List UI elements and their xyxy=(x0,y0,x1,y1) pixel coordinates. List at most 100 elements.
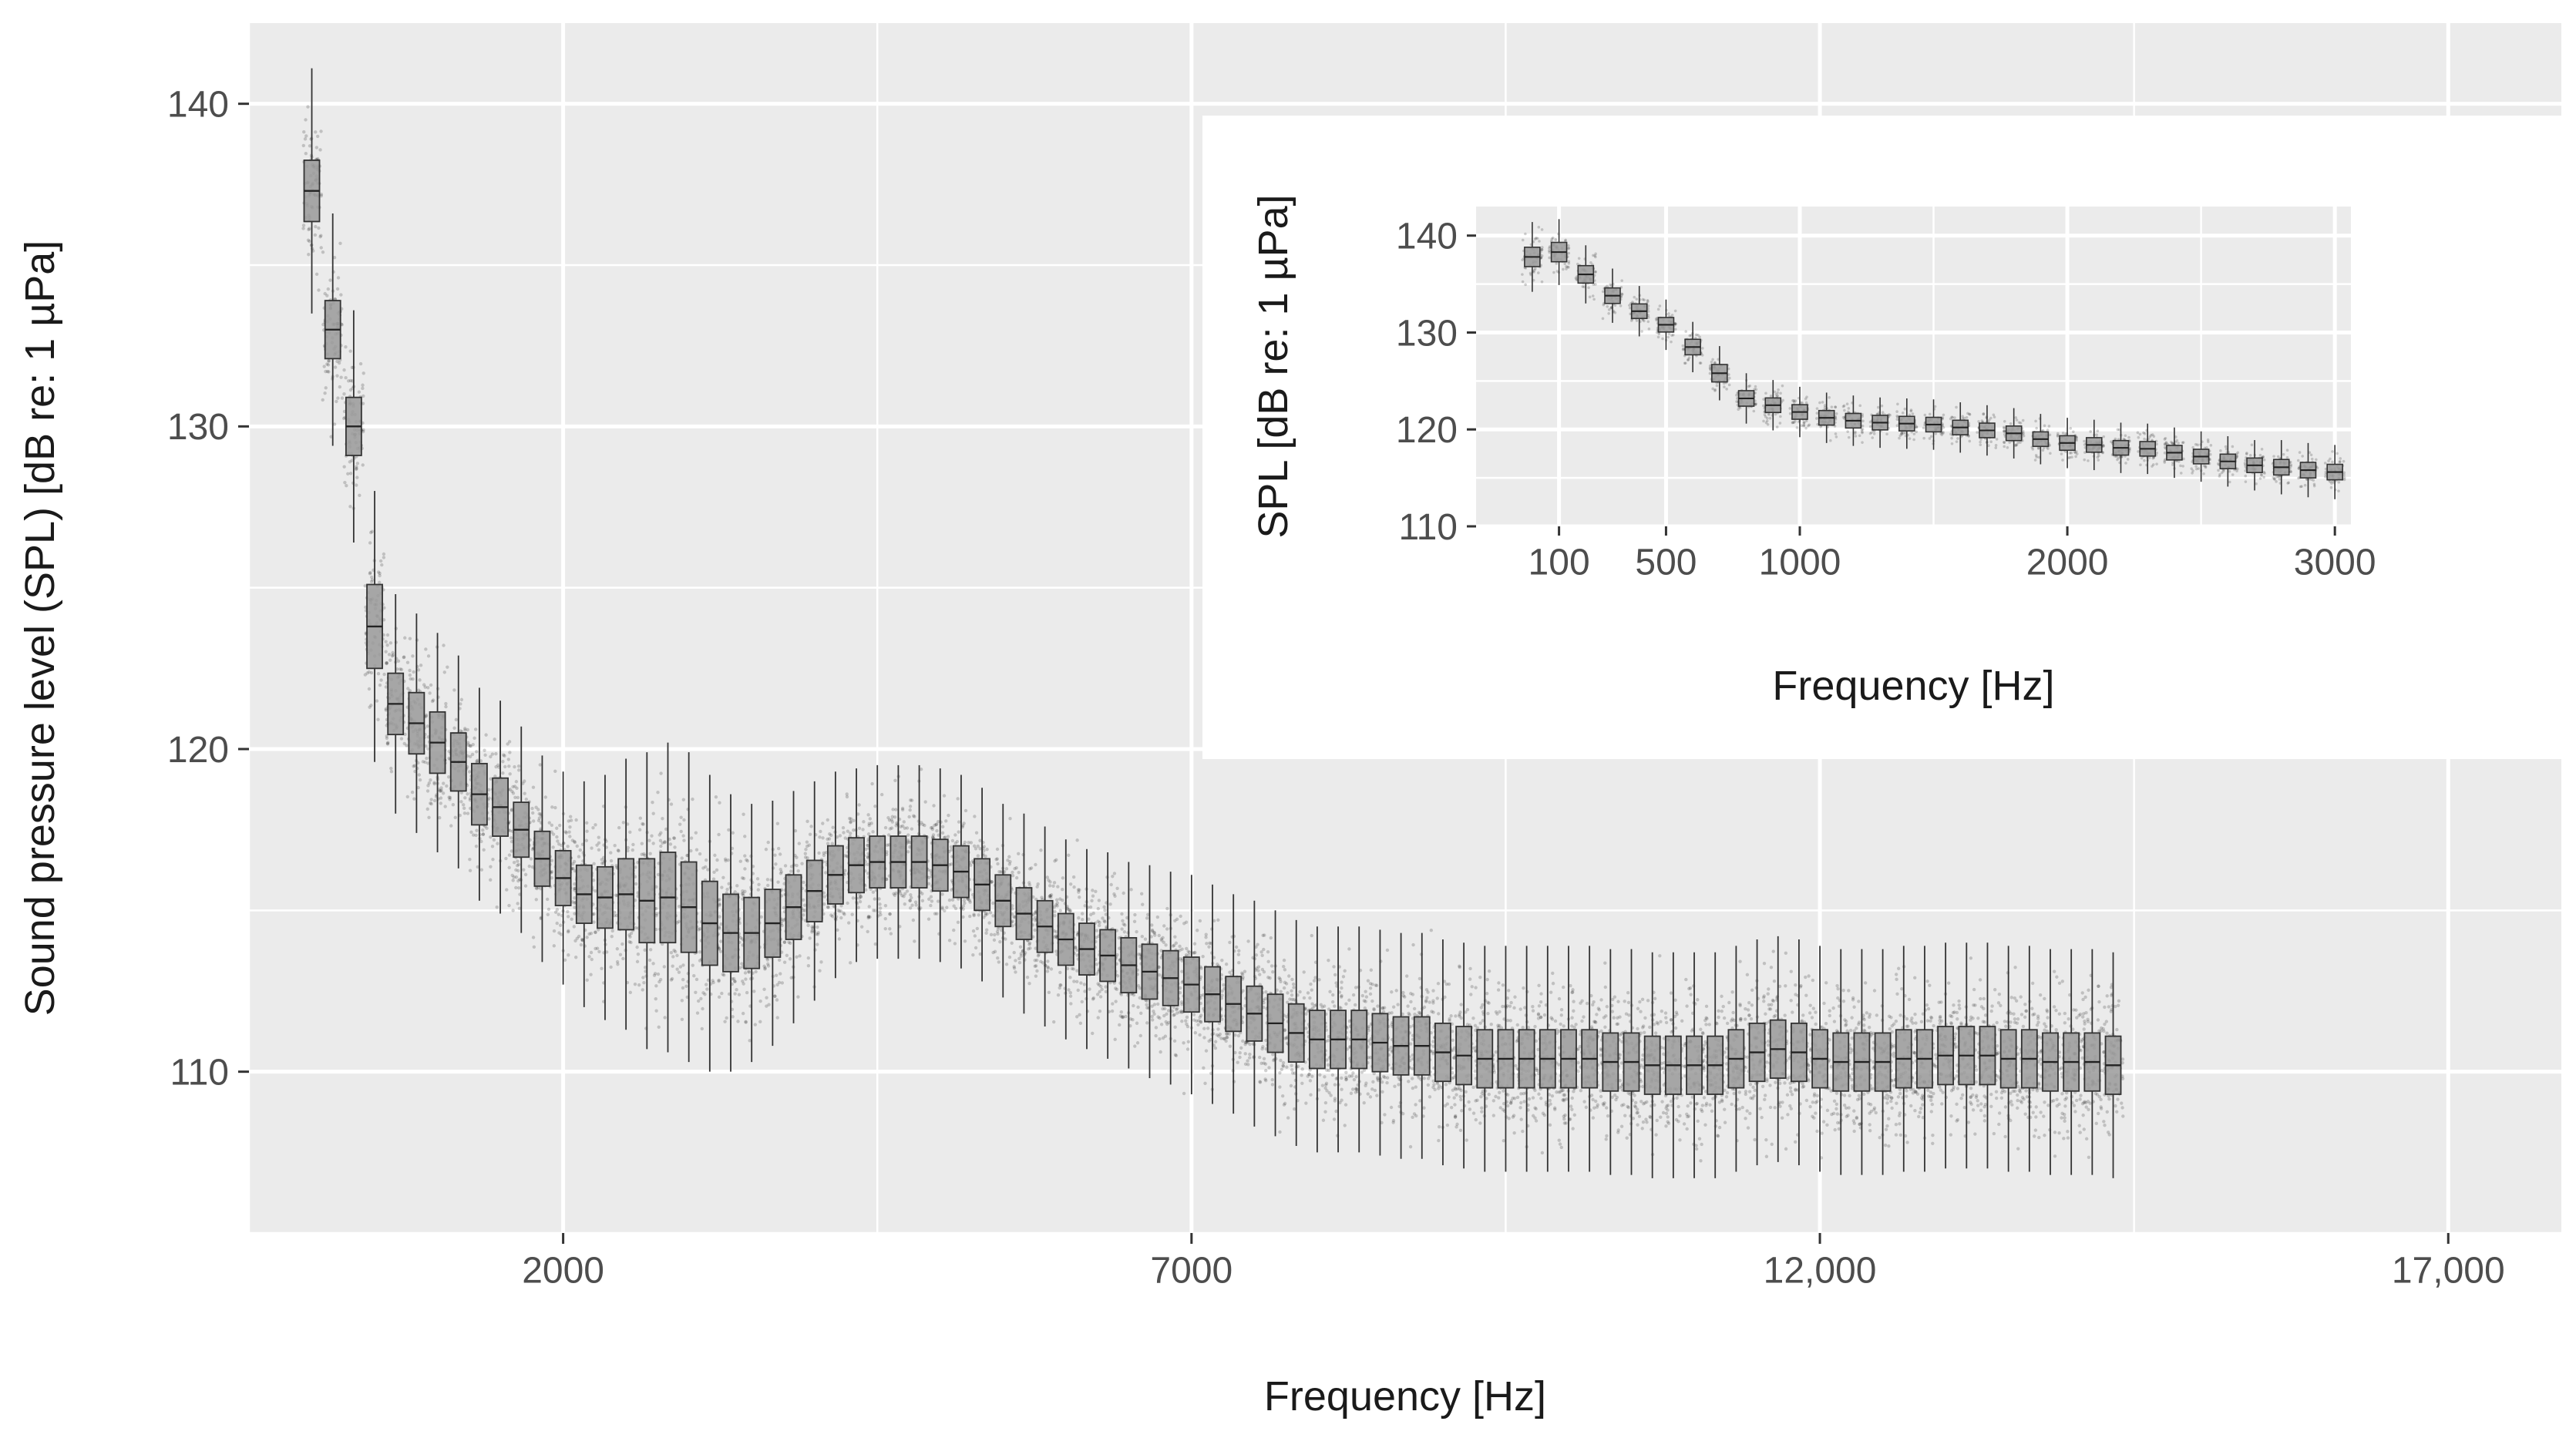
jitter-point xyxy=(1102,905,1106,909)
jitter-point xyxy=(1404,974,1409,978)
jitter-point xyxy=(323,291,327,296)
jitter-point xyxy=(654,885,658,889)
jitter-point xyxy=(1011,919,1014,923)
jitter-point xyxy=(871,830,875,834)
jitter-point xyxy=(1271,1053,1275,1057)
jitter-point xyxy=(775,821,780,825)
jitter-point xyxy=(1290,1071,1295,1075)
jitter-point xyxy=(935,912,939,916)
jitter-point xyxy=(636,953,641,956)
jitter-point xyxy=(363,673,368,677)
jitter-point xyxy=(740,876,745,880)
jitter-point xyxy=(325,362,329,366)
jitter-point xyxy=(957,830,960,834)
jitter-point xyxy=(1068,994,1073,998)
jitter-point xyxy=(303,137,308,141)
jitter-point xyxy=(1403,995,1407,999)
jitter-point xyxy=(432,781,436,785)
jitter-point xyxy=(1256,969,1260,973)
jitter-point xyxy=(523,872,528,877)
jitter-point xyxy=(1165,927,1169,931)
jitter-point xyxy=(584,838,589,842)
jitter-point xyxy=(903,892,907,895)
jitter-point xyxy=(1414,1085,1417,1089)
jitter-point xyxy=(361,386,365,391)
jitter-point xyxy=(1058,909,1062,912)
jitter-point xyxy=(953,833,957,837)
jitter-point xyxy=(443,805,447,808)
jitter-point xyxy=(574,818,578,822)
jitter-point xyxy=(849,832,853,835)
jitter-point xyxy=(862,820,866,824)
jitter-point xyxy=(808,936,812,940)
jitter-point xyxy=(830,914,835,919)
jitter-point xyxy=(888,912,892,916)
jitter-point xyxy=(426,686,430,690)
jitter-point xyxy=(324,386,328,390)
jitter-point xyxy=(335,374,339,378)
jitter-point xyxy=(1075,933,1080,937)
jitter-point xyxy=(1091,894,1095,898)
jitter-point xyxy=(1068,909,1072,913)
jitter-point xyxy=(1004,937,1007,941)
jitter-point xyxy=(677,970,681,974)
jitter-point xyxy=(1014,865,1018,870)
jitter-point xyxy=(578,848,583,852)
jitter-point xyxy=(934,822,939,826)
jitter-point xyxy=(1058,986,1061,990)
jitter-point xyxy=(1373,1088,1377,1093)
jitter-point xyxy=(1343,1124,1347,1127)
jitter-point xyxy=(1111,1002,1115,1006)
jitter-point xyxy=(1308,996,1312,1000)
jitter-point xyxy=(391,653,395,657)
jitter-point xyxy=(717,946,721,951)
jitter-point xyxy=(1033,928,1037,932)
jitter-point xyxy=(567,830,571,834)
jitter-point xyxy=(817,851,821,855)
jitter-point xyxy=(650,834,654,838)
jitter-point xyxy=(723,1020,727,1023)
jitter-point xyxy=(727,882,731,885)
jitter-point xyxy=(304,134,308,138)
jitter-point xyxy=(585,821,589,825)
jitter-point xyxy=(643,966,647,969)
jitter-point xyxy=(1180,947,1184,951)
jitter-point xyxy=(362,394,365,398)
jitter-point xyxy=(821,821,825,825)
jitter-point xyxy=(654,984,658,988)
jitter-point xyxy=(868,817,873,821)
jitter-point xyxy=(997,960,1001,964)
jitter-point xyxy=(659,844,663,848)
jitter-point xyxy=(558,823,562,828)
jitter-point xyxy=(857,803,861,807)
jitter-point xyxy=(1047,879,1051,882)
jitter-point xyxy=(573,886,577,891)
jitter-point xyxy=(1290,993,1294,997)
jitter-point xyxy=(1236,953,1241,956)
jitter-point xyxy=(459,702,462,706)
jitter-point xyxy=(852,818,856,823)
jitter-point xyxy=(849,817,853,821)
jitter-point xyxy=(679,815,683,819)
jitter-point xyxy=(417,773,422,777)
jitter-point xyxy=(559,932,563,936)
jitter-point xyxy=(348,378,353,383)
jitter-point xyxy=(843,869,847,873)
jitter-point xyxy=(713,853,717,858)
jitter-point xyxy=(868,915,872,919)
jitter-point xyxy=(940,892,944,896)
jitter-point xyxy=(944,819,948,823)
jitter-point xyxy=(654,913,658,918)
jitter-point xyxy=(370,578,375,582)
jitter-point xyxy=(720,991,724,996)
jitter-point xyxy=(999,870,1004,874)
jitter-point xyxy=(385,661,388,666)
jitter-point xyxy=(1033,964,1037,969)
jitter-point xyxy=(382,556,386,559)
jitter-point xyxy=(1258,1080,1262,1084)
jitter-point xyxy=(567,929,570,933)
jitter-point xyxy=(731,831,735,835)
jitter-point xyxy=(849,820,853,824)
jitter-point xyxy=(803,852,808,855)
jitter-point xyxy=(1382,1006,1387,1010)
